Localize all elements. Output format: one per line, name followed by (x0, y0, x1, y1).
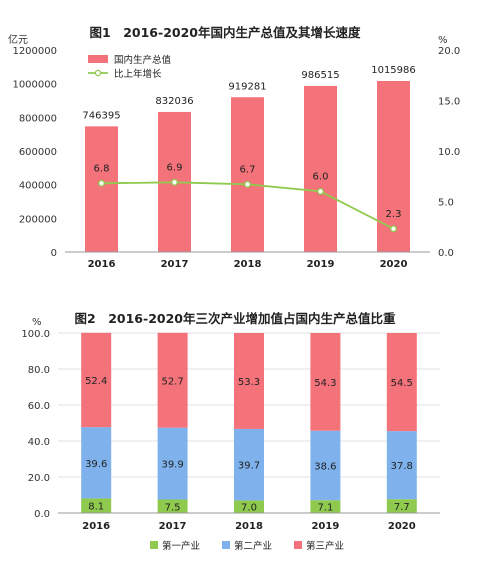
gdp-bar (304, 85, 337, 252)
x-tick-year: 2016 (82, 521, 110, 532)
legend-swatch-tertiary (294, 541, 302, 549)
chart1-right-unit: % (438, 35, 448, 46)
x-tick-year: 2019 (307, 259, 335, 270)
secondary-industry-segment (234, 428, 264, 501)
primary-industry-segment-label: 7.0 (241, 503, 257, 514)
chart2-legend: 第一产业 第二产业 第三产业 (150, 540, 344, 552)
chart2-unit: % (32, 317, 42, 328)
legend-label-primary: 第一产业 (162, 540, 200, 552)
y-tick: 100.0 (21, 329, 50, 340)
growth-marker (317, 187, 324, 195)
tertiary-industry-segment (310, 333, 341, 431)
chart1-left-unit: 亿元 (8, 33, 28, 46)
y-tick-left: 600000 (19, 147, 57, 158)
secondary-industry-segment (81, 427, 112, 499)
y-tick-left: 0 (51, 248, 57, 259)
gdp-bar-label: 919281 (228, 81, 266, 92)
growth-label: 6.7 (240, 164, 256, 175)
y-tick: 60.0 (28, 401, 50, 412)
y-tick-right: 20.0 (438, 46, 460, 57)
secondary-industry-segment-label: 39.7 (238, 461, 260, 472)
primary-industry-segment-label: 7.1 (317, 503, 333, 514)
y-tick: 80.0 (28, 365, 50, 376)
y-tick: 40.0 (28, 437, 50, 448)
primary-industry-segment (386, 499, 417, 513)
x-tick-year: 2018 (234, 259, 262, 270)
growth-label: 6.8 (94, 163, 110, 174)
gdp-bar-label: 832036 (155, 96, 193, 107)
gdp-bar (231, 97, 264, 252)
legend-label-gdp: 国内生产总值 (114, 54, 172, 66)
tertiary-industry-segment-label: 54.5 (391, 378, 413, 389)
gdp-chart: 图1 2016-2020年国内生产总值及其增长速度 亿元 % 746395 832… (8, 25, 460, 270)
x-tick-year: 2020 (388, 521, 416, 532)
legend-swatch-growth-marker (94, 69, 102, 77)
growth-marker (171, 178, 178, 186)
primary-industry-segment (81, 498, 112, 513)
y-tick-left: 800000 (19, 113, 57, 124)
legend-swatch-secondary (222, 541, 230, 549)
tertiary-industry-segment (386, 333, 417, 432)
tertiary-industry-segment (157, 332, 188, 428)
growth-label: 6.0 (313, 171, 329, 182)
secondary-industry-segment-label: 37.8 (391, 461, 413, 472)
x-tick-year: 2019 (311, 521, 339, 532)
y-tick-right: 15.0 (438, 97, 460, 108)
tertiary-industry-segment (234, 333, 264, 429)
growth-marker (98, 179, 105, 187)
growth-marker (244, 180, 251, 188)
y-tick-left: 1200000 (12, 46, 57, 57)
primary-industry-segment-label: 7.7 (394, 502, 410, 513)
x-tick-year: 2018 (235, 521, 263, 532)
tertiary-industry-segment-label: 53.3 (238, 377, 260, 388)
gdp-bar-label: 986515 (301, 70, 339, 81)
tertiary-industry-segment (81, 332, 112, 428)
tertiary-industry-segment-label: 54.3 (314, 378, 336, 389)
legend-swatch-gdp (88, 55, 108, 63)
tertiary-industry-segment-label: 52.7 (161, 376, 183, 387)
legend-label-growth: 比上年增长 (114, 68, 162, 80)
x-tick-year: 2020 (380, 259, 408, 270)
primary-industry-segment-label: 8.1 (88, 502, 104, 513)
x-tick-year: 2017 (159, 521, 187, 532)
primary-industry-segment (157, 499, 188, 513)
y-tick-left: 400000 (19, 181, 57, 192)
tertiary-industry-segment-label: 52.4 (85, 376, 107, 387)
growth-label: 2.3 (386, 209, 402, 220)
x-tick-year: 2016 (88, 259, 116, 270)
legend-label-secondary: 第二产业 (234, 540, 272, 552)
secondary-industry-segment (386, 431, 417, 500)
y-tick: 20.0 (28, 473, 50, 484)
primary-industry-segment (310, 500, 341, 513)
growth-marker (390, 225, 397, 233)
gdp-bar-label: 1015986 (371, 65, 416, 76)
secondary-industry-segment-label: 38.6 (314, 461, 336, 472)
primary-industry-segment (234, 500, 264, 513)
secondary-industry-segment (157, 427, 188, 500)
y-tick-right: 5.0 (438, 198, 454, 209)
y-tick-left: 1000000 (12, 80, 57, 91)
primary-industry-segment-label: 7.5 (165, 502, 181, 513)
legend-swatch-primary (150, 541, 158, 549)
y-tick-right: 0.0 (438, 248, 454, 259)
y-tick-right: 10.0 (438, 147, 460, 158)
chart1-title: 图1 2016-2020年国内生产总值及其增长速度 (90, 25, 361, 40)
legend-label-tertiary: 第三产业 (306, 540, 344, 552)
secondary-industry-segment-label: 39.6 (85, 459, 107, 470)
y-tick-left: 200000 (19, 214, 57, 225)
gdp-bar (85, 126, 118, 252)
y-tick: 0.0 (34, 509, 50, 520)
growth-label: 6.9 (167, 162, 183, 173)
x-tick-year: 2017 (161, 259, 189, 270)
chart1-legend: 国内生产总值 比上年增长 (88, 54, 172, 80)
secondary-industry-segment (310, 430, 341, 501)
chart2-title: 图2 2016-2020年三次产业增加值占国内生产总值比重 (75, 311, 396, 326)
gdp-bar-label: 746395 (82, 110, 120, 121)
secondary-industry-segment-label: 39.9 (161, 460, 183, 471)
